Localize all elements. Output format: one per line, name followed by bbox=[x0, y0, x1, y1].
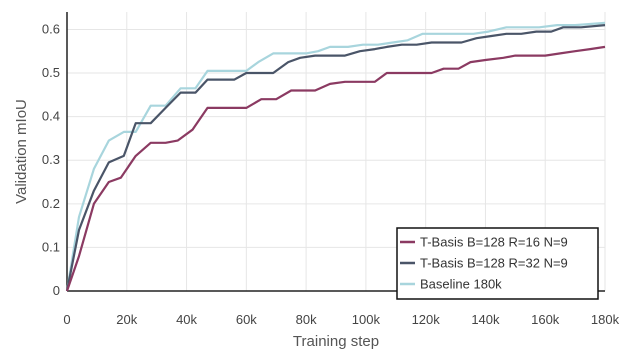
x-tick-label: 120k bbox=[412, 312, 441, 327]
y-tick-label: 0.5 bbox=[42, 65, 60, 80]
legend-entry: T-Basis B=128 R=32 N=9 bbox=[420, 256, 568, 271]
legend-entry: Baseline 180k bbox=[420, 277, 502, 292]
x-tick-label: 40k bbox=[176, 312, 197, 327]
series-line-1 bbox=[65, 24, 606, 292]
series-layer bbox=[65, 21, 606, 292]
series-line-0 bbox=[65, 45, 606, 292]
x-tick-label: 60k bbox=[236, 312, 257, 327]
x-tick-label: 100k bbox=[352, 312, 381, 327]
y-tick-label: 0.3 bbox=[42, 152, 60, 167]
y-tick-label: 0.1 bbox=[42, 239, 60, 254]
y-tick-label: 0.6 bbox=[42, 21, 60, 36]
y-tick-label: 0.2 bbox=[42, 196, 60, 211]
y-axis-label: Validation mIoU bbox=[13, 99, 30, 204]
x-tick-label: 0 bbox=[63, 312, 70, 327]
legend-box bbox=[396, 227, 599, 300]
x-tick-label: 160k bbox=[531, 312, 560, 327]
x-tick-label: 140k bbox=[471, 312, 500, 327]
series-line-2 bbox=[65, 21, 606, 292]
legend-entry: T-Basis B=128 R=16 N=9 bbox=[420, 235, 568, 250]
x-tick-label: 80k bbox=[296, 312, 317, 327]
legend: T-Basis B=128 R=16 N=9 T-Basis B=128 R=32… bbox=[396, 227, 599, 300]
x-axis-label: Training step bbox=[293, 333, 379, 350]
x-tick-label: 20k bbox=[116, 312, 137, 327]
y-tick-label: 0.4 bbox=[42, 109, 60, 124]
y-tick-label: 0 bbox=[53, 283, 60, 298]
ticks: 0 20k 40k 60k 80k 100k 120k 140k 160k 180k 0 0.1 0.2… bbox=[42, 21, 620, 327]
x-tick-label: 180k bbox=[591, 312, 620, 327]
